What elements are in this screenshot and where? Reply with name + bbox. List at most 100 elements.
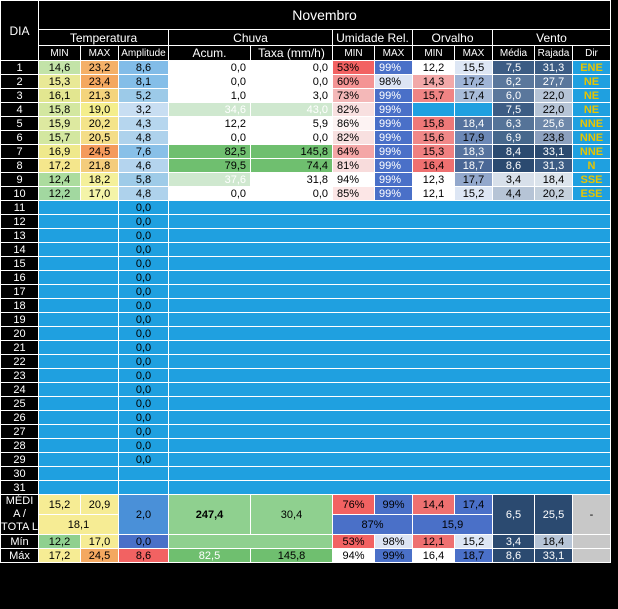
cell-blank (38, 396, 119, 411)
cell-blank (38, 270, 119, 285)
day-number: 4 (0, 102, 39, 117)
max-tmin: 17,2 (38, 548, 81, 563)
cell-blank (38, 228, 119, 243)
cell-blank (168, 256, 611, 271)
cell-acum: 82,5 (168, 144, 251, 159)
summary-umin: 76% (332, 494, 375, 515)
cell-omin (412, 102, 455, 117)
max-omin: 16,4 (412, 548, 455, 563)
cell-blank (168, 452, 611, 467)
summary-min-row: Mín 12,2 17,0 0,0 53% 98% 12,1 15,2 3,4 18,4 (0, 534, 611, 549)
day-number: 22 (0, 354, 39, 369)
table-row: 20 0,0 (0, 326, 611, 341)
cell-vraj: 31,3 (534, 60, 573, 75)
cell-taxa: 0,0 (250, 74, 333, 89)
cell-tmin: 15,7 (38, 130, 81, 145)
cell-umax: 99% (374, 116, 413, 131)
cell-dir: NE (572, 102, 611, 117)
cell-blank (38, 214, 119, 229)
cell-tmin: 12,4 (38, 172, 81, 187)
summary-media-row: MÉDI A / TOTA L 15,2 20,9 2,0 247,4 30,4 76% 99… (0, 494, 611, 535)
max-amp: 8,6 (118, 548, 169, 563)
cell-acum: 1,0 (168, 88, 251, 103)
cell-blank (168, 200, 611, 215)
cell-amp: 4,8 (118, 130, 169, 145)
day-number: 10 (0, 186, 39, 201)
cell-amp: 0,0 (118, 326, 169, 341)
col-rain-taxa: Taxa (mm/h) (250, 45, 333, 61)
cell-amp: 8,1 (118, 74, 169, 89)
col-temp-amplitude: Amplitude (118, 45, 169, 61)
cell-tmax: 19,0 (80, 102, 119, 117)
day-number: 14 (0, 242, 39, 257)
cell-vraj: 33,1 (534, 144, 573, 159)
cell-tmax: 20,2 (80, 116, 119, 131)
max-taxa: 145,8 (250, 548, 333, 563)
day-number: 16 (0, 270, 39, 285)
cell-amp: 4,3 (118, 116, 169, 131)
cell-blank (38, 326, 119, 341)
cell-umin: 82% (332, 130, 375, 145)
cell-blank (38, 242, 119, 257)
cell-blank (38, 200, 119, 215)
cell-acum: 0,0 (168, 186, 251, 201)
cell-acum: 12,2 (168, 116, 251, 131)
summary-tavg: 18,1 (38, 514, 119, 535)
cell-blank (168, 340, 611, 355)
cell-umin: 81% (332, 158, 375, 173)
summary-vraj: 25,5 (534, 494, 573, 535)
cell-blank (38, 354, 119, 369)
cell-omax: 18,7 (454, 158, 493, 173)
cell-amp: 4,8 (118, 186, 169, 201)
cell-omax: 17,9 (454, 130, 493, 145)
cell-vmed: 3,4 (492, 172, 535, 187)
cell-umin: 82% (332, 102, 375, 117)
table-row: 7 16,9 24,5 7,6 82,5 145,8 64% 99% 15,3 18,3 8,4 33… (0, 144, 611, 159)
table-row: 9 12,4 18,2 5,8 37,6 31,8 94% 99% 12,3 17,7 3,4 18,… (0, 172, 611, 187)
month-title: Novembro (38, 0, 611, 30)
day-number: 19 (0, 312, 39, 327)
day-number: 15 (0, 256, 39, 271)
cell-omin: 14,3 (412, 74, 455, 89)
summary-oavg: 15,9 (412, 514, 493, 535)
summary-min-label: Mín (0, 534, 39, 549)
min-amp: 0,0 (118, 534, 169, 549)
cell-umin: 64% (332, 144, 375, 159)
cell-amp: 0,0 (118, 242, 169, 257)
table-row: 29 0,0 (0, 452, 611, 467)
cell-amp: 7,6 (118, 144, 169, 159)
group-orvalho: Orvalho (412, 29, 493, 46)
day-number: 13 (0, 228, 39, 243)
min-blank (168, 534, 333, 549)
table-row: 14 0,0 (0, 242, 611, 257)
table-row: 5 15,9 20,2 4,3 12,2 5,9 86% 99% 15,8 18,4 6,3 25,6… (0, 116, 611, 131)
cell-umin: 60% (332, 74, 375, 89)
cell-omin: 12,1 (412, 186, 455, 201)
cell-omax: 17,2 (454, 74, 493, 89)
cell-umax: 99% (374, 158, 413, 173)
cell-umin: 85% (332, 186, 375, 201)
cell-omax: 18,3 (454, 144, 493, 159)
cell-vraj: 22,0 (534, 88, 573, 103)
group-temperatura: Temperatura (38, 29, 169, 46)
cell-amp: 0,0 (118, 298, 169, 313)
cell-amp: 0,0 (118, 410, 169, 425)
cell-umax: 99% (374, 144, 413, 159)
cell-dir: NE (572, 88, 611, 103)
table-row: 16 0,0 (0, 270, 611, 285)
cell-blank (38, 452, 119, 467)
cell-dir: NE (572, 74, 611, 89)
group-vento: Vento (492, 29, 611, 46)
table-row: 30 (0, 466, 611, 481)
cell-amp: 0,0 (118, 368, 169, 383)
group-umidade: Umidade Rel. (332, 29, 413, 46)
min-tmin: 12,2 (38, 534, 81, 549)
max-dir (572, 548, 611, 563)
max-vraj: 33,1 (534, 548, 573, 563)
cell-blank (168, 354, 611, 369)
cell-umax: 99% (374, 102, 413, 117)
cell-blank (168, 396, 611, 411)
table-row: 31 (0, 480, 611, 495)
cell-tmin: 16,9 (38, 144, 81, 159)
day-number: 27 (0, 424, 39, 439)
